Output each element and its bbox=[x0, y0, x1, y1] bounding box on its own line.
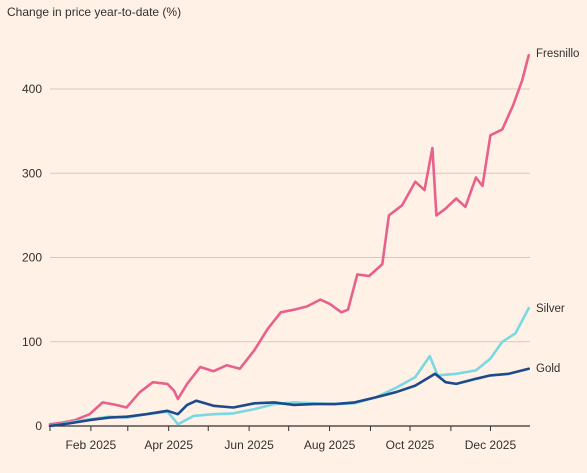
y-tick-label: 300 bbox=[22, 166, 42, 180]
x-tick-label: Dec 2025 bbox=[465, 438, 517, 452]
y-tick-label: 200 bbox=[22, 251, 42, 265]
x-tick-label: Apr 2025 bbox=[144, 438, 193, 452]
x-tick-label: Jun 2025 bbox=[224, 438, 274, 452]
y-tick-label: 100 bbox=[22, 335, 42, 349]
y-tick-label: 0 bbox=[35, 419, 42, 433]
x-tick-label: Oct 2025 bbox=[386, 438, 435, 452]
x-tick-label: Aug 2025 bbox=[304, 438, 356, 452]
y-axis-ticks: 0 100 200 300 400 bbox=[22, 82, 42, 433]
series-label-silver: Silver bbox=[536, 303, 565, 315]
series-label-fresnillo: Fresnillo bbox=[536, 48, 579, 60]
series-line-fresnillo bbox=[48, 54, 530, 426]
series-labels: Fresnillo Silver Gold bbox=[536, 48, 579, 375]
series-label-gold: Gold bbox=[536, 363, 560, 375]
x-tick-label: Feb 2025 bbox=[66, 438, 117, 452]
series-line-silver bbox=[48, 306, 530, 428]
series-line-gold bbox=[48, 367, 530, 428]
x-axis-ticks: Feb 2025 Apr 2025 Jun 2025 Aug 2025 Oct 2025… bbox=[49, 426, 517, 452]
chart-title: Change in price year-to-date (%) bbox=[7, 5, 181, 19]
y-tick-label: 400 bbox=[22, 82, 42, 96]
series-lines bbox=[48, 54, 530, 428]
gridlines bbox=[50, 88, 530, 427]
